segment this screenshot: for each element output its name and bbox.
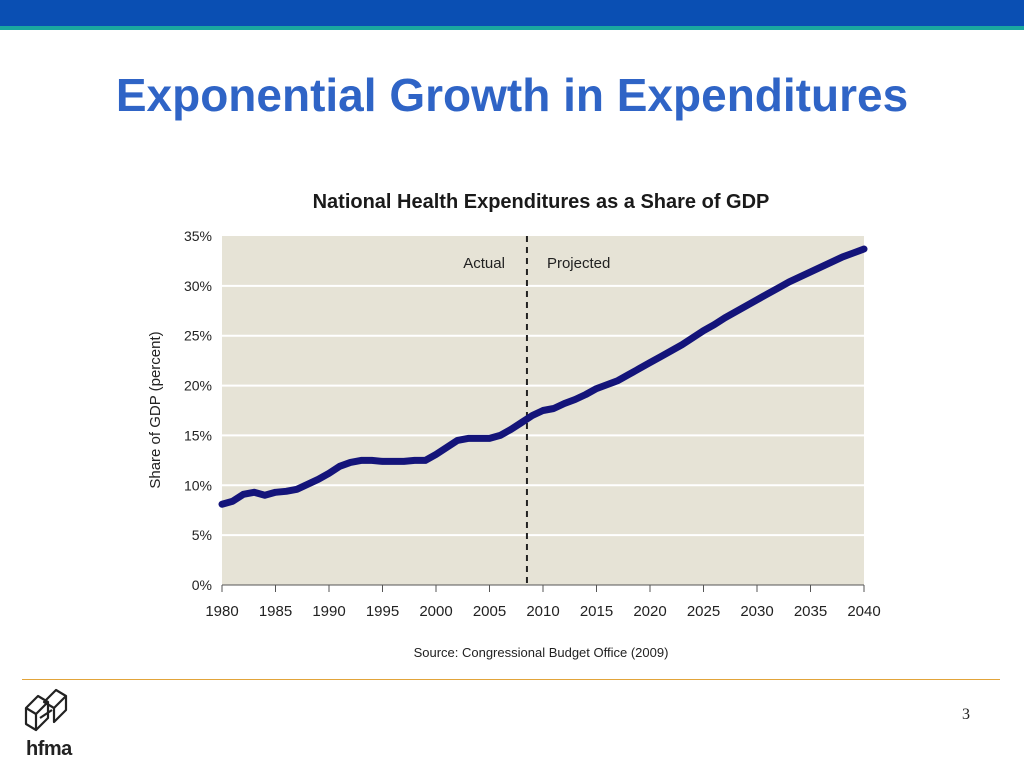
x-tick-label: 1990 [312, 603, 345, 620]
projected-label: Projected [547, 255, 610, 272]
chart-source: Source: Congressional Budget Office (200… [414, 645, 669, 660]
x-tick-label: 2025 [687, 603, 720, 620]
top-accent-stripe [0, 26, 1024, 30]
x-tick-label: 1995 [366, 603, 399, 620]
x-tick-label: 2040 [847, 603, 880, 620]
y-tick-label: 30% [184, 278, 212, 294]
x-tick-label: 2020 [633, 603, 666, 620]
top-banner [0, 0, 1024, 26]
x-tick-label: 2000 [419, 603, 452, 620]
footer-divider [22, 679, 1000, 680]
actual-label: Actual [463, 255, 505, 272]
y-axis-label: Share of GDP (percent) [147, 331, 164, 488]
x-tick-label: 2010 [526, 603, 559, 620]
x-tick-label: 2035 [794, 603, 827, 620]
y-tick-label: 0% [192, 577, 212, 593]
y-tick-label: 20% [184, 378, 212, 394]
gridlines [222, 284, 864, 537]
slide-title: Exponential Growth in Expenditures [115, 69, 909, 121]
y-tick-label: 5% [192, 527, 212, 543]
series-line [218, 245, 868, 508]
x-tick-label: 2015 [580, 603, 613, 620]
y-tick-label: 10% [184, 477, 212, 493]
page-number: 3 [962, 706, 970, 723]
hfma-logo-icon [24, 688, 68, 732]
x-tick-label: 1985 [259, 603, 292, 620]
chart-title: National Health Expenditures as a Share … [313, 191, 770, 213]
x-tick-label: 2005 [473, 603, 506, 620]
x-tick-label: 1980 [205, 603, 238, 620]
y-tick-label: 35% [184, 228, 212, 244]
logo-text: hfma [26, 738, 72, 760]
y-axis-ticks: 0% 5% 10% 15% 20% 25% 30% 35% [184, 228, 212, 593]
y-tick-label: 25% [184, 328, 212, 344]
x-axis: 1980 1985 1990 1995 2000 2005 2010 2015 2020 2025… [205, 584, 881, 620]
x-tick-label: 2030 [740, 603, 773, 620]
y-tick-label: 15% [184, 427, 212, 443]
